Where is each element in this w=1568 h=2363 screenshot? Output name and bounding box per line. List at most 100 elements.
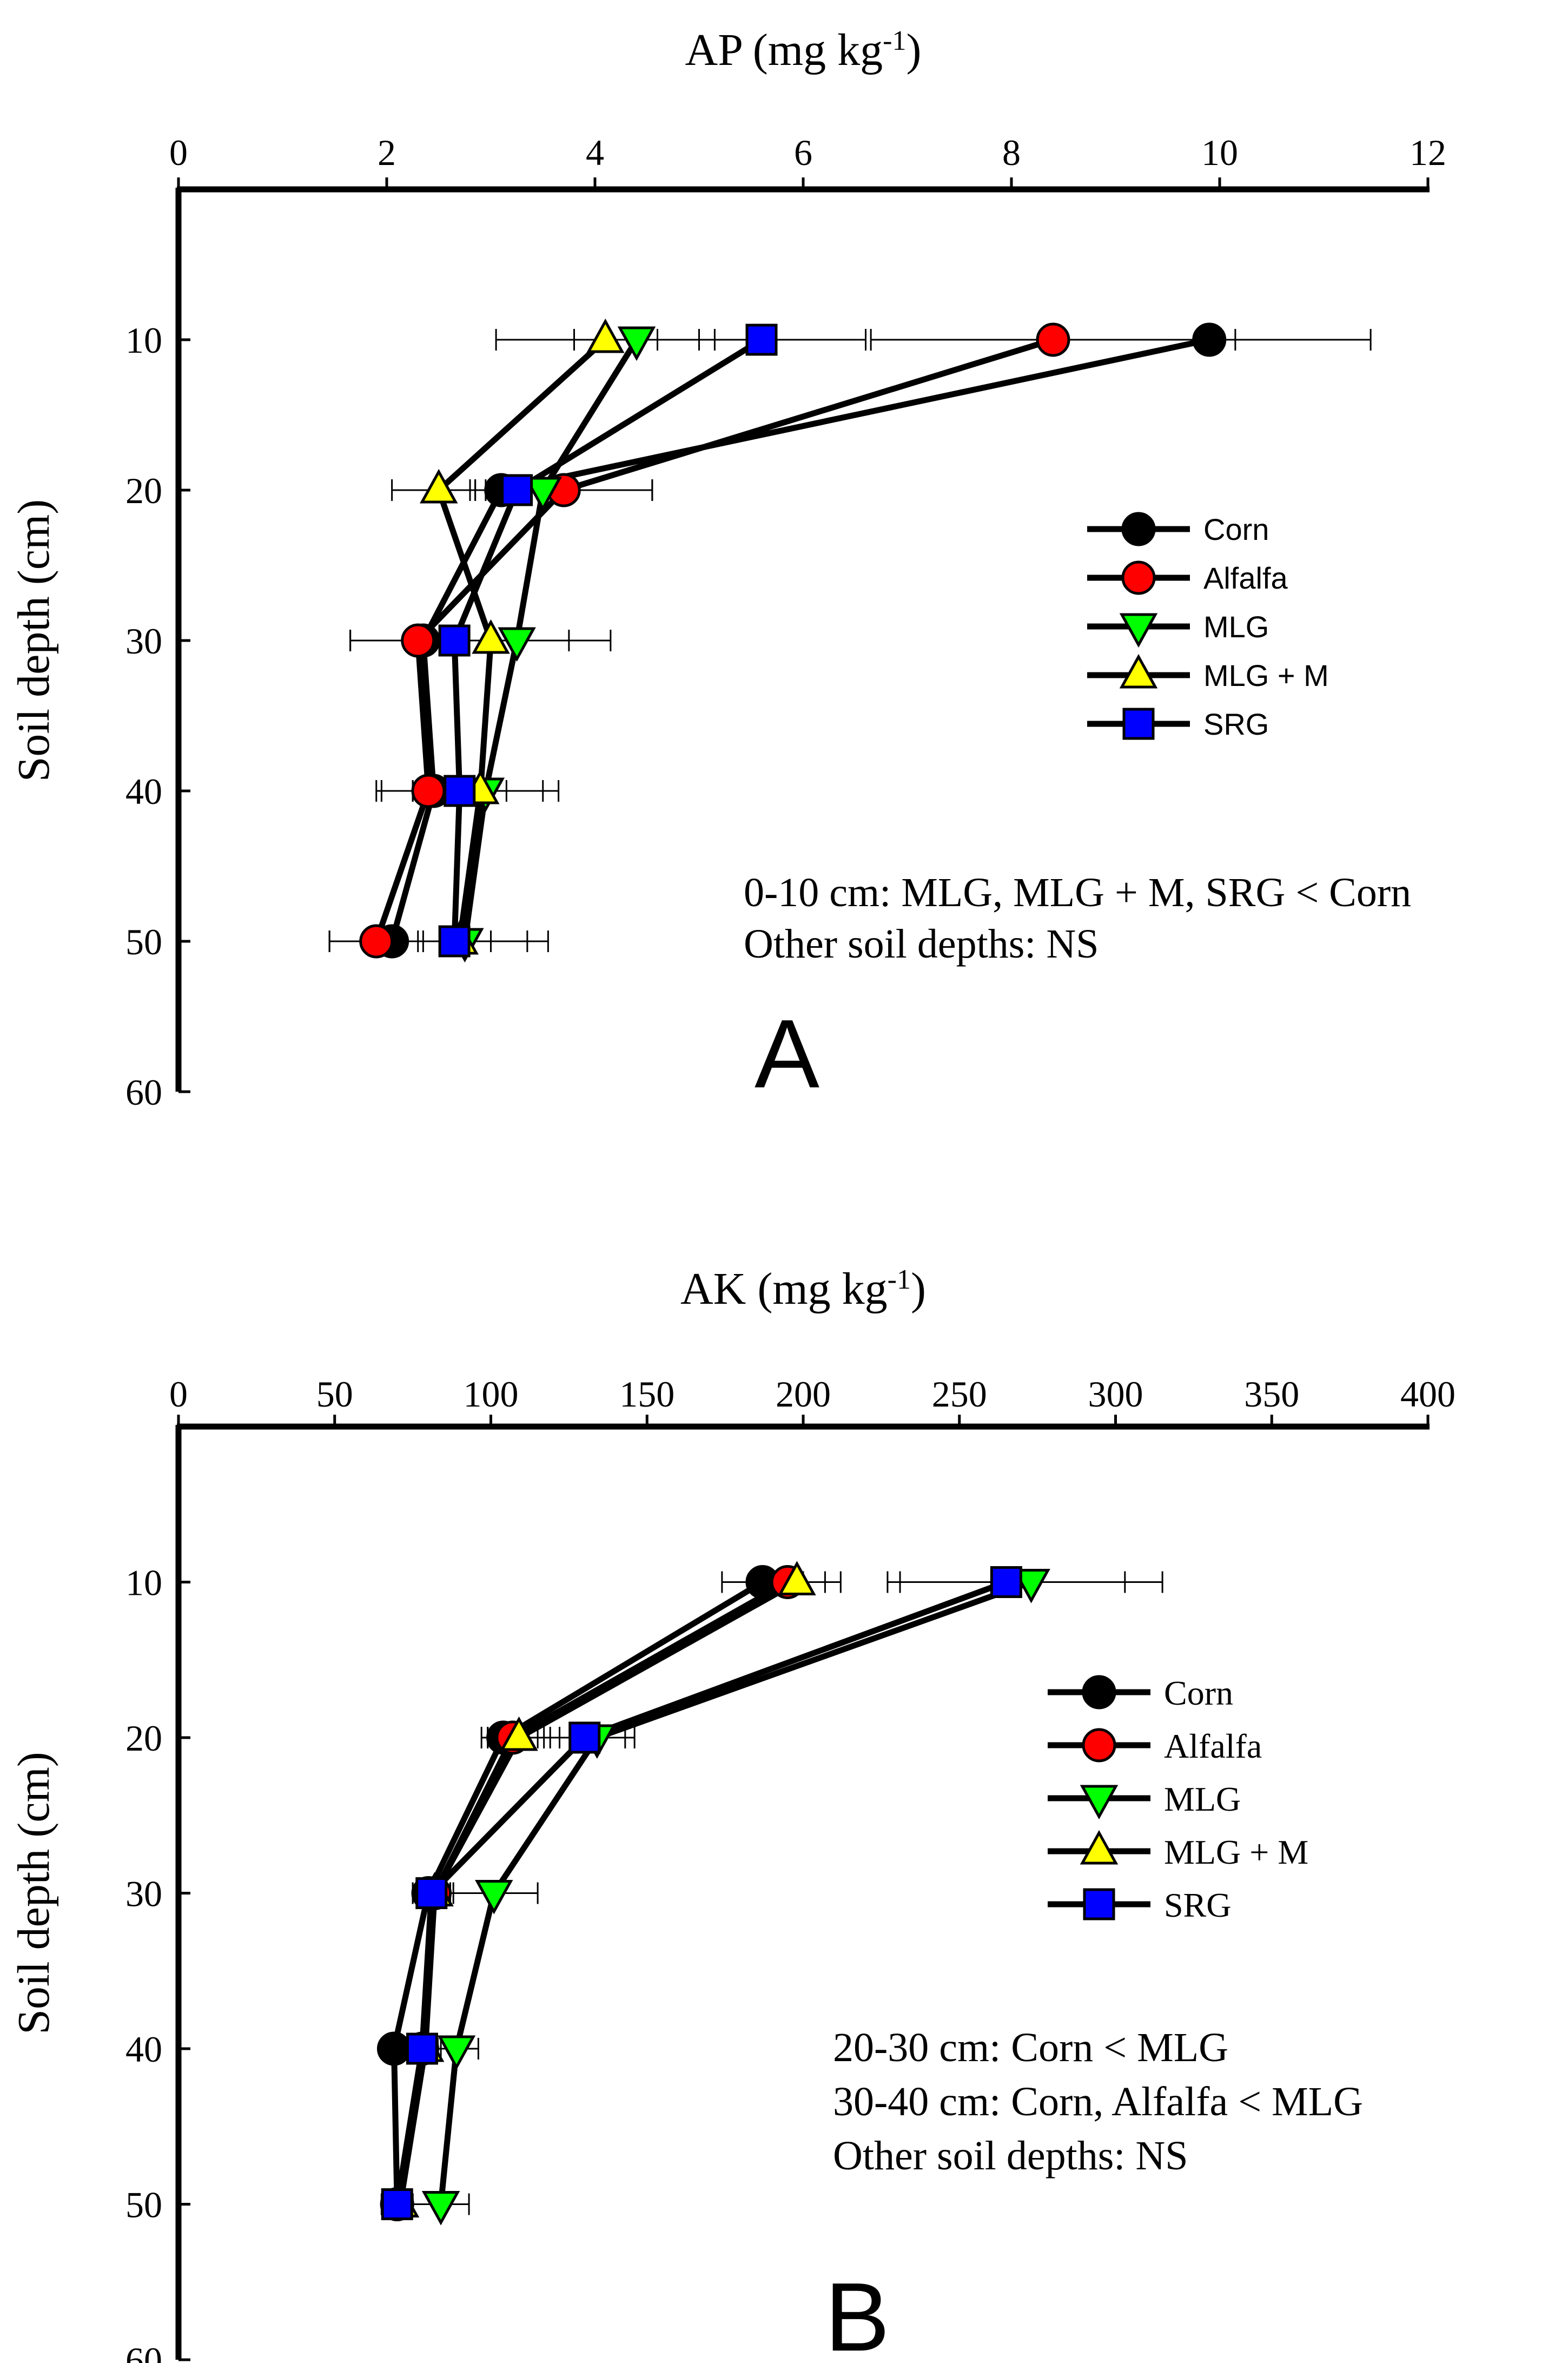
x-tick-label: 50 — [316, 1374, 353, 1415]
series-markers-mlg — [421, 1569, 1050, 2226]
y-tick-label: 40 — [125, 2029, 162, 2070]
data-point-mlg-m — [586, 318, 625, 353]
x-tick-label: 100 — [464, 1374, 519, 1415]
series-markers-srg — [381, 1566, 1022, 2220]
data-point-srg — [415, 1877, 448, 1909]
x-axis-title: AK (mg kg-1) — [680, 1264, 926, 1314]
x-axis-title-end: ) — [911, 1264, 926, 1314]
data-point-mlg-m — [472, 619, 510, 654]
data-point-corn — [1192, 322, 1227, 357]
y-tick-label: 20 — [125, 1718, 162, 1759]
legend-label: SRG — [1203, 707, 1269, 741]
data-point-mlg — [524, 477, 562, 512]
legend-label: Alfalfa — [1164, 1727, 1262, 1765]
y-tick-label: 30 — [125, 621, 162, 662]
x-tick-label: 4 — [586, 132, 604, 173]
x-tick-label: 0 — [169, 1374, 188, 1415]
legend-marker-alfalfa — [1121, 560, 1156, 595]
data-point-srg — [444, 775, 476, 807]
data-point-alfalfa — [359, 924, 394, 959]
data-point-mlg — [498, 627, 536, 662]
data-point-mlg — [1012, 1569, 1050, 1603]
y-tick-label: 50 — [125, 921, 162, 962]
data-point-srg — [438, 624, 471, 657]
x-axis-title-end: ) — [906, 25, 921, 75]
y-axis-title: Soil depth (cm) — [9, 499, 59, 782]
x-tick-label: 300 — [1088, 1374, 1143, 1415]
legend: Corn Alfalfa MLG MLG + M SRG — [1087, 512, 1329, 741]
annotation-text: Other soil depths: NS — [833, 2133, 1188, 2179]
y-tick-label: 10 — [125, 1562, 162, 1603]
data-point-srg — [501, 474, 533, 506]
legend-label: MLG + M — [1164, 1833, 1308, 1871]
legend-marker-mlg — [1119, 613, 1158, 648]
data-point-srg — [568, 1721, 601, 1754]
x-tick-label: 10 — [1201, 132, 1238, 173]
panel-label: B — [825, 2263, 890, 2363]
data-point-mlg-m — [500, 1716, 538, 1751]
legend-marker-corn — [1121, 512, 1156, 546]
y-tick-label: 30 — [125, 1873, 162, 1915]
data-point-srg — [438, 925, 471, 958]
y-tick-label: 50 — [125, 2184, 162, 2226]
x-tick-label: 2 — [378, 132, 396, 173]
y-tick-label: 60 — [125, 2340, 162, 2363]
x-tick-label: 6 — [794, 132, 812, 173]
legend-label: MLG — [1164, 1780, 1241, 1818]
annotation-text: Other soil depths: NS — [744, 921, 1099, 967]
x-axis-title: AP (mg kg-1) — [685, 25, 922, 75]
x-tick-label: 12 — [1410, 132, 1446, 173]
legend: Corn Alfalfa MLG MLG + M SRG — [1048, 1674, 1308, 1924]
data-point-srg — [381, 2188, 413, 2220]
data-point-srg — [990, 1566, 1022, 1598]
x-axis-title-main: AP (mg kg — [685, 25, 883, 75]
legend-marker-corn — [1082, 1675, 1116, 1709]
data-point-mlg — [437, 2035, 476, 2070]
y-tick-label: 40 — [125, 771, 162, 812]
y-tick-label: 60 — [125, 1072, 162, 1113]
legend-marker-srg — [1083, 1888, 1115, 1920]
data-point-mlg-m — [778, 1561, 816, 1595]
x-tick-label: 250 — [932, 1374, 987, 1415]
y-tick-label: 10 — [125, 320, 162, 361]
x-axis-title-sup: -1 — [888, 1264, 911, 1295]
x-tick-label: 8 — [1002, 132, 1021, 173]
data-point-mlg — [475, 1880, 513, 1915]
x-tick-label: 0 — [169, 132, 188, 173]
x-tick-label: 200 — [776, 1374, 831, 1415]
data-point-mlg-m — [420, 468, 458, 504]
annotation-text: 20-30 cm: Corn < MLG — [833, 2025, 1228, 2070]
legend-label: SRG — [1164, 1886, 1232, 1924]
annotation-text: 0-10 cm: MLG, MLG + M, SRG < Corn — [744, 870, 1411, 915]
legend-label: MLG — [1203, 610, 1269, 644]
x-axis-title-main: AK (mg kg — [680, 1264, 888, 1314]
legend-label: Alfalfa — [1203, 561, 1288, 595]
series-markers-srg — [438, 324, 778, 958]
data-point-alfalfa — [411, 774, 446, 808]
annotation-text: 30-40 cm: Corn, Alfalfa < MLG — [833, 2079, 1363, 2124]
legend-marker-mlg-m — [1080, 1830, 1119, 1865]
x-axis-title-sup: -1 — [883, 25, 906, 56]
x-tick-label: 150 — [619, 1374, 674, 1415]
data-point-corn — [376, 2031, 411, 2066]
data-point-srg — [745, 324, 778, 356]
legend-marker-alfalfa — [1082, 1728, 1116, 1763]
legend-marker-srg — [1122, 708, 1155, 740]
data-point-mlg — [421, 2191, 460, 2226]
data-point-alfalfa — [401, 623, 435, 658]
y-axis-title: Soil depth (cm) — [9, 1752, 59, 2035]
x-tick-label: 400 — [1400, 1374, 1455, 1415]
data-point-alfalfa — [1036, 322, 1070, 357]
legend-label: MLG + M — [1203, 658, 1329, 692]
data-point-mlg — [617, 326, 656, 361]
panel-b: AK (mg kg-1) Soil depth (cm) 0 50 100 150 200 2… — [9, 1264, 1455, 2363]
legend-label: Corn — [1203, 512, 1269, 546]
legend-marker-mlg-m — [1119, 654, 1158, 689]
panel-label: A — [755, 1000, 819, 1108]
y-tick-label: 20 — [125, 470, 162, 511]
panel-a: AP (mg kg-1) Soil depth (cm) 0 2 4 6 8 10 12 10 20… — [9, 25, 1446, 1113]
legend-marker-mlg — [1080, 1785, 1119, 1820]
data-point-srg — [406, 2032, 438, 2065]
x-tick-label: 350 — [1244, 1374, 1299, 1415]
